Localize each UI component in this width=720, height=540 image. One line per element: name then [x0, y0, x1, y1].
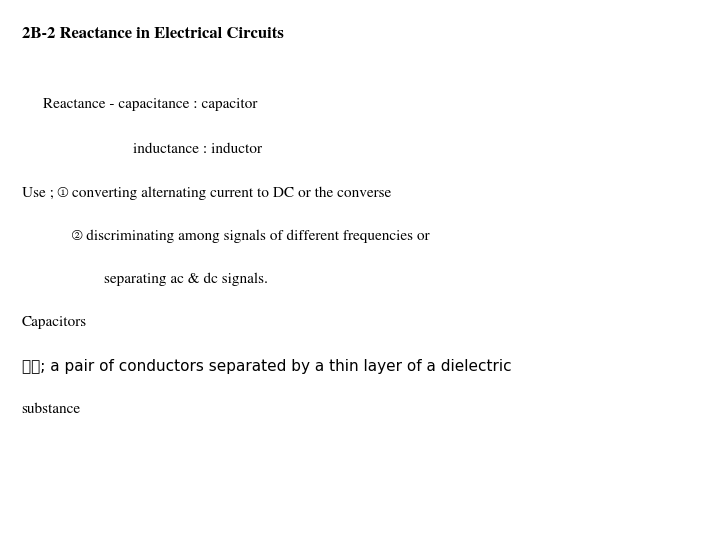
Text: 구성; a pair of conductors separated by a thin layer of a dielectric: 구성; a pair of conductors separated by a …: [22, 359, 511, 374]
Text: ② discriminating among signals of different frequencies or: ② discriminating among signals of differ…: [72, 230, 430, 243]
Text: substance: substance: [22, 402, 81, 416]
Text: 2B-2 Reactance in Electrical Circuits: 2B-2 Reactance in Electrical Circuits: [22, 27, 284, 41]
Text: Use ; ① converting alternating current to DC or the converse: Use ; ① converting alternating current t…: [22, 186, 391, 200]
Text: Reactance - capacitance : capacitor: Reactance - capacitance : capacitor: [43, 97, 258, 111]
Text: Capacitors: Capacitors: [22, 316, 86, 329]
Text: inductance : inductor: inductance : inductor: [133, 143, 262, 157]
Text: separating ac & dc signals.: separating ac & dc signals.: [104, 273, 269, 286]
